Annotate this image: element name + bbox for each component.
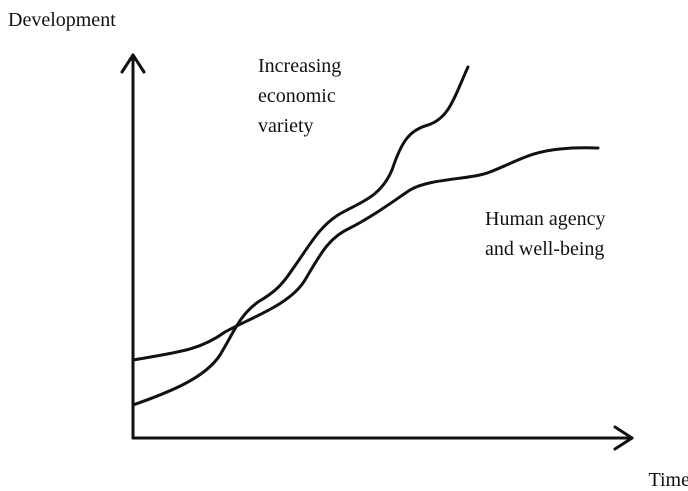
curve-label: variety bbox=[258, 115, 314, 137]
curve-economic-variety bbox=[131, 65, 470, 407]
y-axis-arrow bbox=[120, 53, 146, 74]
x-axis-label: Time bbox=[648, 469, 688, 491]
x-axis-arrow bbox=[613, 425, 634, 451]
curve-label: Human agency bbox=[485, 208, 606, 230]
curve-label: and well-being bbox=[485, 238, 604, 260]
y-axis-label: Development bbox=[8, 9, 116, 31]
curve-label: Increasing bbox=[258, 55, 341, 77]
curve-human-agency bbox=[131, 146, 600, 362]
curve-label: economic bbox=[258, 85, 336, 107]
